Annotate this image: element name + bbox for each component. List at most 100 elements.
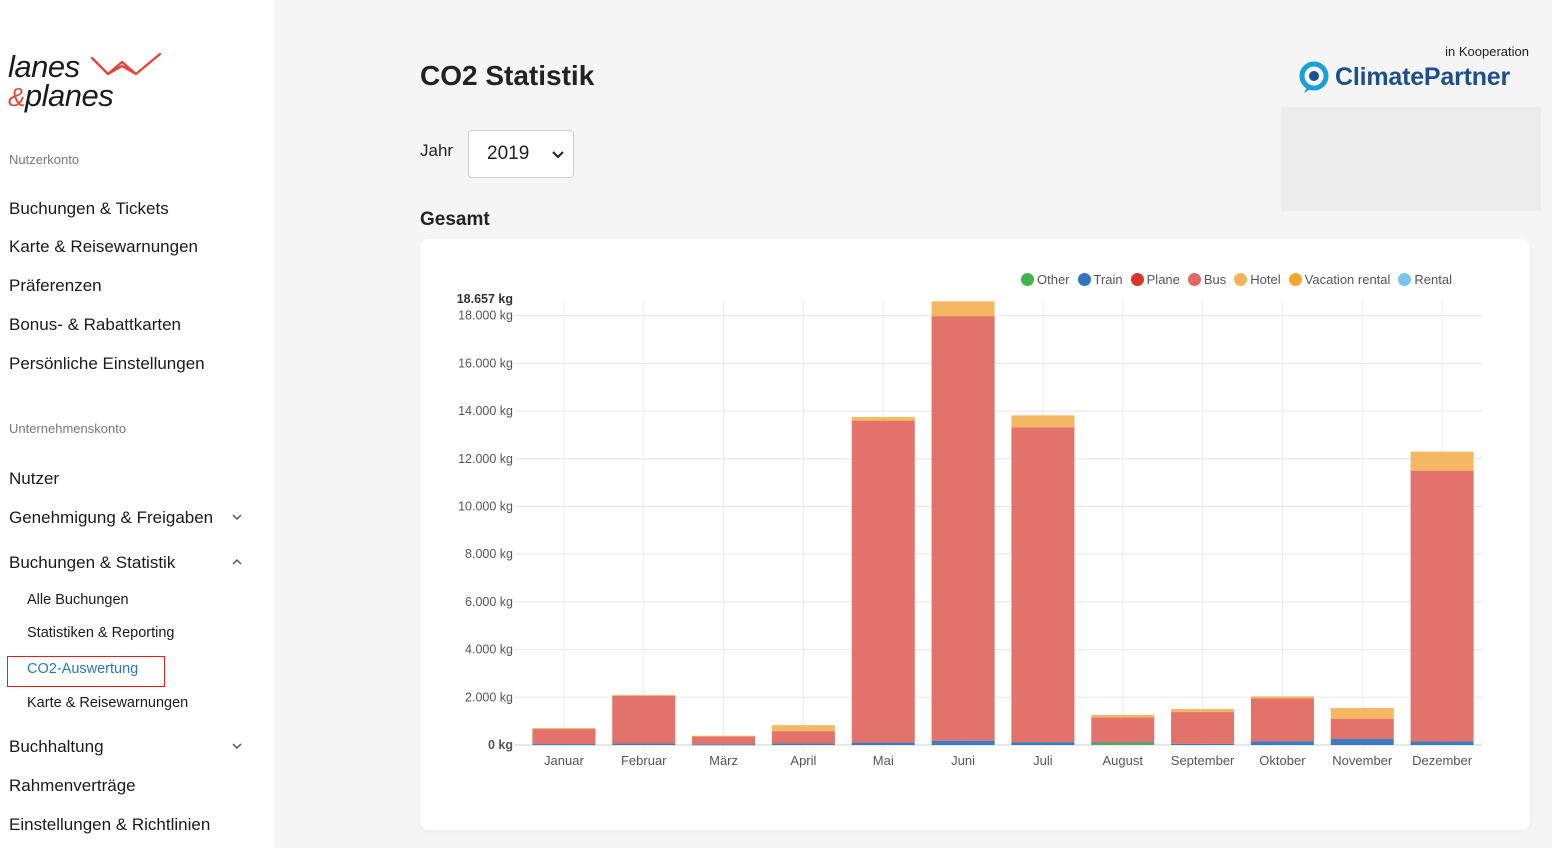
sidebar-item-users[interactable]: Nutzer — [9, 469, 60, 488]
x-tick-label: September — [1171, 753, 1235, 768]
legend-dot — [1234, 273, 1248, 286]
sidebar-item-settings-policies[interactable]: Einstellungen & Richtlinien — [9, 815, 211, 834]
cooperation-label: in Kooperation — [1445, 44, 1529, 59]
y-tick-label: 10.000 kg — [458, 499, 513, 513]
legend-label: Vacation rental — [1304, 272, 1391, 287]
sidebar-subitem-statistics-reporting[interactable]: Statistiken & Reporting — [27, 625, 175, 641]
bar-segment-train — [532, 744, 596, 746]
legend-dot — [1077, 273, 1091, 286]
co2-stacked-bar-chart: 0 kg 2.000 kg 4.000 kg 6.000 kg 8.000 kg 10.0… — [457, 292, 1482, 768]
bar-segment-hotel — [771, 725, 835, 732]
x-tick-label: Januar — [544, 753, 584, 768]
bar-segment-hotel — [692, 735, 756, 737]
logo-line-1: lanes — [8, 49, 80, 84]
sidebar-subitem-all-bookings[interactable]: Alle Buchungen — [27, 592, 129, 608]
legend-label: Train — [1093, 272, 1123, 287]
bar-segment-train — [771, 743, 835, 745]
sidebar-subitem-co2-evaluation[interactable]: CO2-Auswertung — [27, 661, 139, 677]
legend-label: Hotel — [1250, 272, 1281, 287]
y-tick-label: 18.000 kg — [458, 309, 513, 323]
section-title-total: Gesamt — [420, 209, 490, 230]
x-tick-label: August — [1103, 753, 1144, 768]
bar-segment-hotel — [1011, 415, 1075, 428]
bar-segment-bus — [692, 736, 756, 745]
year-select-value: 2019 — [487, 143, 530, 164]
x-tick-label: Oktober — [1259, 753, 1306, 768]
legend-item[interactable]: Rental — [1398, 272, 1452, 287]
bar-segment-bus — [851, 420, 915, 743]
bar-segment-train — [612, 743, 676, 745]
x-tick-label: April — [790, 753, 816, 768]
climatepartner-logo-icon — [1299, 61, 1329, 93]
bar-segment-bus — [1091, 717, 1155, 743]
x-tick-label: Juli — [1033, 753, 1053, 768]
year-select[interactable]: 2019 — [468, 130, 574, 178]
bar-segment-hotel — [931, 301, 995, 317]
chevron-down-icon[interactable] — [230, 739, 244, 753]
y-tick-label: 2.000 kg — [465, 690, 513, 704]
bar-segment-hotel — [1171, 708, 1235, 713]
sidebar-item-framework-contracts[interactable]: Rahmenverträge — [9, 776, 136, 795]
y-tick-label: 16.000 kg — [458, 356, 513, 370]
co2-chart-card: Other Train Plane Bus Hotel Vacation rental Re… — [420, 239, 1530, 830]
sidebar-item-map-travel-warnings[interactable]: Karte & Reisewarnungen — [9, 237, 199, 256]
y-tick-label: 12.000 kg — [458, 452, 513, 466]
company-section-label: Unternehmenskonto — [9, 421, 127, 436]
x-tick-label: Dezember — [1412, 753, 1473, 768]
bar-segment-train — [931, 740, 995, 745]
bar-segment-train — [851, 742, 915, 745]
bar-segment-bus — [1410, 470, 1474, 742]
climatepartner-logo[interactable]: ClimatePartner — [1298, 60, 1510, 94]
year-label: Jahr — [420, 141, 454, 160]
x-tick-label: Februar — [621, 753, 667, 768]
y-tick-label: 8.000 kg — [465, 547, 513, 561]
logo-ampersand: & — [8, 82, 25, 112]
plane-outline-icon — [90, 52, 162, 76]
sidebar: lanes &planes Nutzerkonto Buchungen & Ti… — [0, 0, 274, 848]
legend-item[interactable]: Vacation rental — [1288, 272, 1391, 287]
legend-dot — [1187, 273, 1201, 286]
bar-segment-train — [1250, 741, 1314, 745]
sidebar-item-personal-settings[interactable]: Persönliche Einstellungen — [9, 354, 205, 373]
chevron-down-icon[interactable] — [230, 510, 244, 524]
legend-dot — [1020, 273, 1034, 286]
sidebar-item-accounting[interactable]: Buchhaltung — [9, 737, 104, 756]
legend-label: Bus — [1203, 272, 1227, 287]
legend-item[interactable]: Hotel — [1234, 272, 1281, 287]
legend-item[interactable]: Plane — [1130, 272, 1180, 287]
partner-banner-placeholder — [1281, 107, 1541, 211]
user-section-label: Nutzerkonto — [9, 152, 80, 167]
y-tick-label: 6.000 kg — [465, 595, 513, 609]
bar-segment-bus — [931, 316, 995, 741]
legend-label: Plane — [1146, 272, 1180, 287]
bar-segment-hotel — [851, 417, 915, 421]
legend-dot — [1130, 273, 1144, 286]
caret-down-icon — [552, 151, 564, 159]
legend-item[interactable]: Other — [1020, 272, 1070, 287]
y-max-label: 18.657 kg — [457, 292, 513, 306]
sidebar-item-approvals[interactable]: Genehmigung & Freigaben — [9, 508, 214, 527]
bar-segment-bus — [1250, 698, 1314, 742]
sidebar-item-bonus-cards[interactable]: Bonus- & Rabattkarten — [9, 315, 181, 334]
sidebar-item-preferences[interactable]: Präferenzen — [9, 276, 102, 295]
chevron-up-icon[interactable] — [230, 555, 244, 569]
x-tick-label: November — [1332, 753, 1393, 768]
legend-item[interactable]: Bus — [1187, 272, 1227, 287]
legend-dot — [1398, 273, 1412, 286]
chart-legend: Other Train Plane Bus Hotel Vacation rental Re… — [1013, 272, 1452, 287]
sidebar-item-bookings-tickets[interactable]: Buchungen & Tickets — [9, 199, 169, 218]
legend-item[interactable]: Train — [1077, 272, 1123, 287]
sidebar-item-bookings-statistics[interactable]: Buchungen & Statistik — [9, 553, 176, 572]
sidebar-subitem-map-travel-warnings[interactable]: Karte & Reisewarnungen — [27, 695, 189, 711]
bar-segment-other — [1091, 743, 1155, 745]
bar-segment-hotel — [1410, 451, 1474, 471]
x-tick-label: Mai — [873, 753, 894, 768]
bar-segment-bus — [612, 695, 676, 744]
bar-segment-train — [1091, 742, 1155, 744]
lanes-planes-logo[interactable]: lanes &planes — [8, 49, 168, 116]
logo-line-2: planes — [24, 78, 114, 113]
bar-segment-train — [1410, 741, 1474, 745]
bar-segment-bus — [1011, 427, 1075, 743]
bar-segment-bus — [1330, 718, 1394, 740]
bar-segment-train — [692, 744, 756, 746]
